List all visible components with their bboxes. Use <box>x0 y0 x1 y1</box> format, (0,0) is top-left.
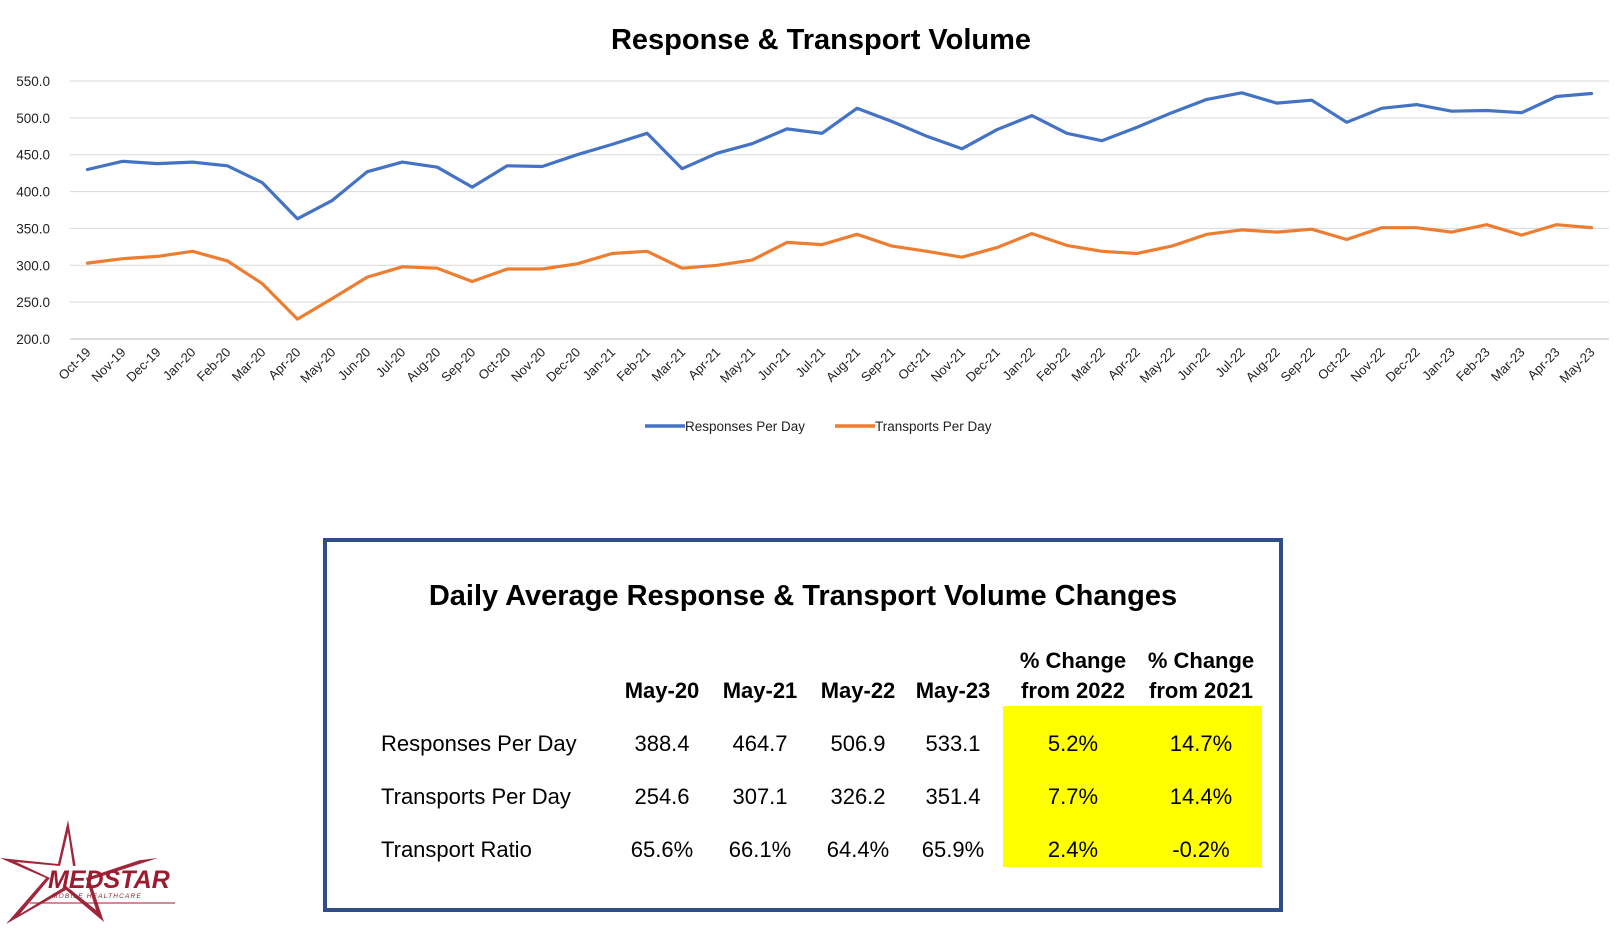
table-title: Daily Average Response & Transport Volum… <box>428 580 1178 612</box>
star-inner <box>16 832 140 914</box>
x-tick-label: Mar-23 <box>1488 345 1528 385</box>
col-header-may-23: May-23 <box>915 678 991 703</box>
y-tick-label: 450.0 <box>16 148 50 163</box>
y-tick-label: 200.0 <box>16 332 50 347</box>
x-tick-label: Nov-20 <box>508 345 548 385</box>
x-tick-label: Dec-21 <box>963 345 1003 385</box>
x-axis-ticks: Oct-19Nov-19Dec-19Jan-20Feb-20Mar-20Apr-… <box>55 345 1597 386</box>
line-chart: Response & Transport Volume 200.0 250.0 30… <box>16 24 1609 434</box>
logo-tagline: MOBILE HEALTHCARE <box>52 893 142 900</box>
medstar-logo: MEDSTAR MOBILE HEALTHCARE <box>0 820 175 924</box>
x-tick-label: Dec-19 <box>123 345 163 385</box>
table-cell: 64.4% <box>826 837 890 862</box>
table-cell: 65.9% <box>921 837 985 862</box>
table-cell: 66.1% <box>728 837 792 862</box>
row-label-responses: Responses Per Day <box>381 731 577 756</box>
row-label-transports: Transports Per Day <box>381 784 571 809</box>
x-tick-label: Jan-21 <box>580 345 619 384</box>
col-header-pct-2022-line1: % Change <box>1019 648 1127 673</box>
x-tick-label: Nov-22 <box>1348 345 1388 385</box>
table-cell: 506.9 <box>830 731 886 756</box>
table-cell-pct: 14.4% <box>1169 784 1233 809</box>
table-cell-pct: 7.7% <box>1047 784 1099 809</box>
x-tick-label: Oct-21 <box>895 345 933 383</box>
table-cell-pct: 14.7% <box>1169 731 1233 756</box>
x-tick-label: Jan-23 <box>1419 345 1458 384</box>
x-tick-label: May-23 <box>1556 345 1597 386</box>
x-tick-label: Aug-22 <box>1243 345 1283 385</box>
volume-changes-table: Daily Average Response & Transport Volum… <box>323 538 1283 912</box>
x-tick-label: Jan-22 <box>999 345 1038 384</box>
x-tick-label: Jan-20 <box>160 345 199 384</box>
table-cell-pct: -0.2% <box>1172 837 1230 862</box>
x-tick-label: Feb-23 <box>1453 345 1493 385</box>
series-lines <box>85 91 1594 321</box>
x-tick-label: May-20 <box>297 345 338 386</box>
x-tick-label: Jun-22 <box>1174 345 1213 384</box>
x-tick-label: Oct-20 <box>475 345 513 383</box>
table-cell: 464.7 <box>732 731 788 756</box>
x-tick-label: Jun-21 <box>754 345 793 384</box>
x-tick-label: Sep-22 <box>1278 345 1318 385</box>
table-cell: 351.4 <box>925 784 981 809</box>
legend-label: Responses Per Day <box>685 419 805 434</box>
table-cell: 326.2 <box>830 784 886 809</box>
x-tick-label: Jun-20 <box>335 345 374 384</box>
table-cell: 307.1 <box>732 784 788 809</box>
x-tick-label: Mar-20 <box>229 345 269 385</box>
x-tick-label: Feb-20 <box>194 345 234 385</box>
y-tick-label: 400.0 <box>16 185 50 200</box>
table-cell: 65.6% <box>630 837 694 862</box>
series-line-responses-per-day <box>85 91 1594 221</box>
x-tick-label: Mar-22 <box>1068 345 1108 385</box>
col-header-pct-2021-line2: from 2021 <box>1149 678 1253 703</box>
col-header-pct-2021-line1: % Change <box>1147 648 1255 673</box>
chart-title: Response & Transport Volume <box>611 24 1031 56</box>
y-tick-label: 500.0 <box>16 111 50 126</box>
col-header-may-21: May-21 <box>722 678 798 703</box>
col-header-may-20: May-20 <box>624 678 700 703</box>
x-tick-label: Sep-20 <box>438 345 478 385</box>
row-label-transport-ratio: Transport Ratio <box>381 837 532 862</box>
col-header-may-22: May-22 <box>820 678 896 703</box>
legend: Responses Per Day Transports Per Day <box>645 419 992 434</box>
x-tick-label: Dec-22 <box>1382 345 1422 385</box>
series-line-transports-per-day <box>85 223 1594 321</box>
y-axis-ticks: 200.0 250.0 300.0 350.0 400.0 450.0 500.0 550.0 <box>16 74 50 347</box>
table-cell: 533.1 <box>925 731 981 756</box>
y-tick-label: 250.0 <box>16 295 50 310</box>
col-header-pct-2022-line2: from 2022 <box>1021 678 1125 703</box>
x-tick-label: Feb-21 <box>614 345 654 385</box>
legend-label: Transports Per Day <box>875 419 992 434</box>
x-tick-label: Aug-21 <box>823 345 863 385</box>
x-tick-label: Dec-20 <box>543 345 583 385</box>
x-tick-label: Aug-20 <box>403 345 443 385</box>
x-tick-label: Sep-21 <box>858 345 898 385</box>
x-tick-label: May-22 <box>1137 345 1178 386</box>
x-tick-label: Feb-22 <box>1033 345 1073 385</box>
logo-wordmark: MEDSTAR <box>48 866 170 894</box>
x-tick-label: Mar-21 <box>648 345 688 385</box>
x-tick-label: May-21 <box>717 345 758 386</box>
table-cell-pct: 5.2% <box>1047 731 1099 756</box>
table-cell: 388.4 <box>634 731 690 756</box>
table-cell-pct: 2.4% <box>1047 837 1099 862</box>
x-tick-label: Oct-22 <box>1315 345 1353 383</box>
x-tick-label: Nov-21 <box>928 345 968 385</box>
x-tick-label: Oct-19 <box>55 345 93 383</box>
y-tick-label: 350.0 <box>16 221 50 236</box>
x-tick-label: Nov-19 <box>88 345 128 385</box>
table-cell: 254.6 <box>634 784 690 809</box>
pct-change-highlight <box>1003 706 1262 867</box>
y-tick-label: 300.0 <box>16 258 50 273</box>
y-tick-label: 550.0 <box>16 74 50 89</box>
